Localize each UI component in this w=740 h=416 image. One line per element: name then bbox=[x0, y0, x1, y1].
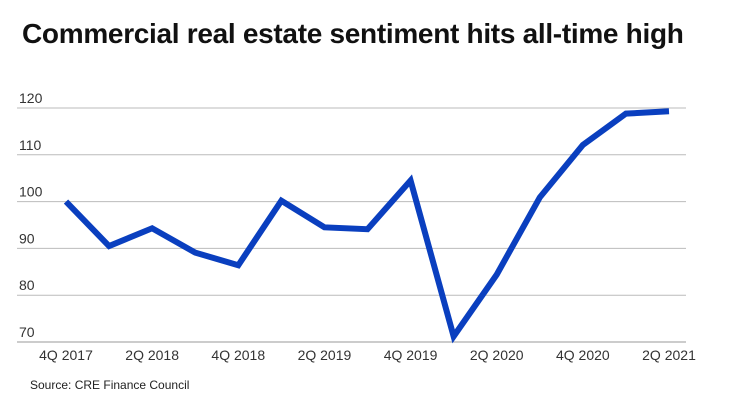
y-tick-label: 110 bbox=[19, 137, 42, 153]
x-tick-label: 4Q 2017 bbox=[39, 347, 93, 363]
x-tick-label: 2Q 2020 bbox=[470, 347, 524, 363]
x-tick-label: 4Q 2020 bbox=[556, 347, 610, 363]
y-tick-label: 100 bbox=[19, 184, 43, 200]
series-line bbox=[63, 108, 670, 344]
x-tick-label: 4Q 2019 bbox=[384, 347, 438, 363]
y-tick-label: 90 bbox=[19, 230, 35, 246]
x-tick-label: 4Q 2018 bbox=[211, 347, 265, 363]
chart-title: Commercial real estate sentiment hits al… bbox=[22, 18, 684, 49]
x-tick-label: 2Q 2021 bbox=[642, 347, 696, 363]
source-note: Source: CRE Finance Council bbox=[30, 378, 190, 392]
y-tick-label: 70 bbox=[19, 324, 35, 340]
x-tick-label: 2Q 2018 bbox=[125, 347, 179, 363]
x-tick-label: 2Q 2019 bbox=[298, 347, 352, 363]
y-tick-label: 80 bbox=[19, 277, 35, 293]
y-tick-label: 120 bbox=[19, 90, 43, 106]
